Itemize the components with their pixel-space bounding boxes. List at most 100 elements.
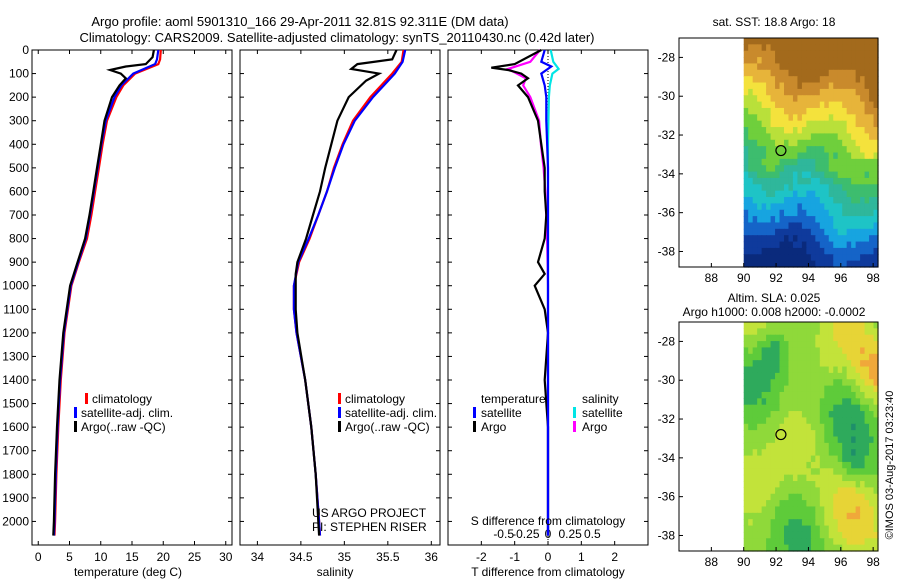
heatmap-cell xyxy=(806,209,812,217)
heatmap-cell xyxy=(810,385,816,393)
heatmap-cell xyxy=(801,487,807,495)
heatmap-cell xyxy=(743,165,749,173)
heatmap-cell xyxy=(860,190,866,198)
heatmap-cell xyxy=(860,468,866,476)
heatmap-cell xyxy=(801,512,807,520)
heatmap-cell xyxy=(757,203,763,211)
heatmap-cell xyxy=(833,500,839,508)
heatmap-cell xyxy=(752,101,758,109)
heatmap-cell xyxy=(869,500,875,508)
heatmap-cell xyxy=(828,341,834,349)
heatmap-cell xyxy=(873,152,879,160)
heatmap-cell xyxy=(819,493,825,501)
heatmap-cell xyxy=(819,341,825,349)
heatmap-cell xyxy=(833,531,839,539)
heatmap-cell xyxy=(775,442,781,450)
heatmap-cell xyxy=(761,139,767,147)
heatmap-cell xyxy=(743,442,749,450)
heatmap-cell xyxy=(842,493,848,501)
heatmap-cell xyxy=(873,404,879,412)
heatmap-cell xyxy=(779,197,785,204)
heatmap-cell xyxy=(873,197,879,204)
heatmap-cell xyxy=(761,247,767,255)
depth-tick-label: 1600 xyxy=(2,420,29,434)
heatmap-cell xyxy=(806,436,812,444)
heatmap-cell xyxy=(819,525,825,533)
heatmap-cell xyxy=(757,177,763,185)
heatmap-cell xyxy=(792,235,799,243)
heatmap-cell xyxy=(801,247,807,255)
heatmap-cell xyxy=(752,114,758,122)
heatmap-cell xyxy=(837,525,843,533)
heatmap-cell xyxy=(801,158,807,166)
heatmap-cell xyxy=(761,216,767,224)
heatmap-cell xyxy=(757,404,763,412)
heatmap-cell xyxy=(810,404,816,412)
heatmap-cell xyxy=(757,38,763,45)
heatmap-cell xyxy=(775,158,781,166)
heatmap-cell xyxy=(864,133,870,141)
heatmap-cell xyxy=(779,38,785,45)
heatmap-cell xyxy=(748,468,754,476)
heatmap-cell xyxy=(761,436,767,444)
heatmap-cell xyxy=(784,506,790,514)
heatmap-cell xyxy=(833,385,839,393)
heatmap-cell xyxy=(860,165,866,173)
heatmap-cell xyxy=(743,360,749,368)
heatmap-cell xyxy=(837,146,843,154)
heatmap-cell xyxy=(869,254,875,262)
heatmap-cell xyxy=(815,146,821,154)
depth-tick-label: 500 xyxy=(9,161,29,175)
sla-heatmap xyxy=(743,322,879,552)
heatmap-cell xyxy=(806,222,812,230)
heatmap-cell xyxy=(815,203,821,211)
temperature-profiles xyxy=(52,49,162,536)
heatmap-cell xyxy=(855,101,861,109)
heatmap-cell xyxy=(743,322,749,329)
heatmap-cell xyxy=(748,538,754,546)
heatmap-cell xyxy=(864,334,870,342)
heatmap-cell xyxy=(819,411,825,419)
heatmap-cell xyxy=(828,177,834,185)
heatmap-cell xyxy=(855,512,861,520)
heatmap-cell xyxy=(766,190,772,198)
heatmap-cell xyxy=(770,184,776,192)
heatmap-cell xyxy=(869,216,875,224)
heatmap-cell xyxy=(766,63,772,71)
heatmap-cell xyxy=(837,341,843,349)
heatmap-cell xyxy=(842,328,848,336)
heatmap-cell xyxy=(846,107,852,115)
heatmap-cell xyxy=(833,404,839,412)
heatmap-cell xyxy=(743,76,749,84)
legend-s-argo-label: Argo xyxy=(582,420,608,434)
heatmap-cell xyxy=(761,184,767,192)
heatmap-cell xyxy=(851,449,857,457)
heatmap-cell xyxy=(757,474,763,482)
heatmap-cell xyxy=(752,341,758,349)
heatmap-cell xyxy=(860,57,866,65)
heatmap-cell xyxy=(864,442,870,450)
heatmap-cell xyxy=(766,461,772,469)
depth-tick-label: 1100 xyxy=(3,302,29,316)
heatmap-cell xyxy=(757,152,763,160)
heatmap-cell xyxy=(815,76,821,84)
heatmap-cell xyxy=(851,57,857,65)
heatmap-cell xyxy=(837,391,843,399)
heatmap-cell xyxy=(828,44,834,52)
heatmap-cell xyxy=(869,114,875,122)
heatmap-cell xyxy=(851,461,857,469)
heatmap-cell xyxy=(770,474,776,482)
heatmap-cell xyxy=(797,120,803,128)
heatmap-cell xyxy=(743,177,749,185)
heatmap-cell xyxy=(833,360,839,368)
heatmap-cell xyxy=(761,88,767,96)
heatmap-cell xyxy=(819,366,825,374)
heatmap-cell xyxy=(788,468,794,476)
heatmap-cell xyxy=(806,391,812,399)
heatmap-cell xyxy=(819,385,825,393)
heatmap-cell xyxy=(748,544,754,552)
heatmap-cell xyxy=(784,519,790,527)
heatmap-cell xyxy=(873,222,879,230)
heatmap-cell xyxy=(833,158,839,166)
heatmap-cell xyxy=(837,76,843,84)
